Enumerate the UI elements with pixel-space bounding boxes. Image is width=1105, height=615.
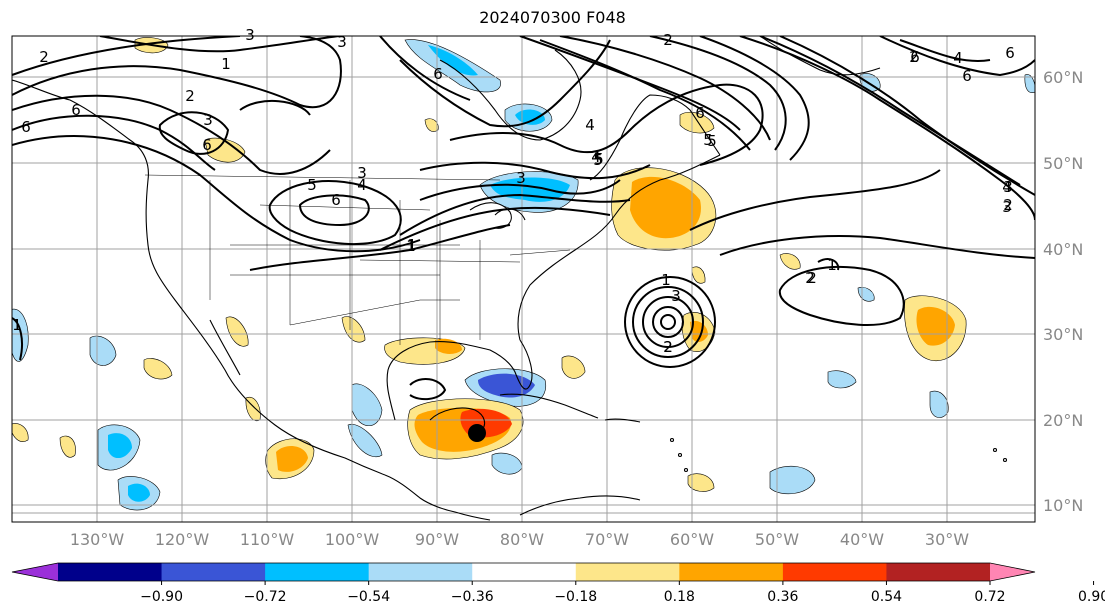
lon-label-40w: 40°W [840, 530, 884, 549]
colorbar-tick-label: −0.36 [451, 589, 494, 605]
lon-label-110w: 110°W [240, 530, 295, 549]
longitude-labels: 130°W 120°W 110°W 100°W 90°W 80°W 70°W 6… [70, 530, 969, 549]
colorbar-segment [161, 563, 266, 581]
contour-label: 3 [203, 111, 213, 129]
contour-label: 6 [433, 65, 443, 83]
contour-label: 2 [663, 31, 673, 49]
colorbar-tick-label: −0.18 [554, 589, 597, 605]
lat-label-10: 10°N [1043, 496, 1083, 515]
contour-label: 5 [707, 132, 717, 150]
colorbar-tick-label: −0.54 [347, 589, 390, 605]
lon-label-100w: 100°W [325, 530, 380, 549]
contour-label: 5 [307, 176, 317, 194]
contour-label: 5 [703, 131, 713, 149]
lat-label-20: 20°N [1043, 411, 1083, 430]
lon-label-60w: 60°W [670, 530, 714, 549]
anomaly-shading [12, 37, 1035, 511]
colorbar-tick-label: 0.54 [871, 589, 902, 605]
contour-label: 2 [39, 48, 49, 66]
contour-label: 2 [1003, 196, 1013, 214]
colorbar-segment [58, 563, 163, 581]
colorbar-under-arrow [12, 563, 58, 581]
lon-label-90w: 90°W [415, 530, 459, 549]
contour-label: 6 [21, 118, 31, 136]
colorbar-segment [472, 563, 577, 581]
contour-label: 2 [807, 269, 817, 287]
map-frame [11, 35, 1036, 523]
colorbar-tick-label: 0.72 [974, 589, 1005, 605]
lon-label-30w: 30°W [925, 530, 969, 549]
contour-label: 5 [593, 151, 603, 169]
colorbar-over-arrow [990, 563, 1035, 581]
contour-label: 4 [585, 116, 595, 134]
colorbar-segment [575, 563, 680, 581]
contour-label: 3 [245, 26, 255, 44]
contour-label: 2 [663, 338, 673, 356]
storm-center-marker [468, 424, 486, 442]
colorbar-tick-label: 0.90 [1078, 589, 1105, 605]
colorbar-tick-label: 0.36 [767, 589, 798, 605]
contour-lines [12, 36, 1035, 401]
lon-label-120w: 120°W [155, 530, 210, 549]
contour-label: 6 [71, 101, 81, 119]
colorbar: −0.90 −0.72 −0.54 −0.36 −0.18 0.18 0.36 0.54 0.7… [11, 562, 1105, 605]
colorbar-segment [886, 563, 991, 581]
lat-label-60: 60°N [1043, 68, 1083, 87]
state-borders [144, 174, 571, 345]
contour-label: 1 [407, 236, 417, 254]
lon-label-130w: 130°W [70, 530, 125, 549]
contour-label: 5 [594, 150, 604, 168]
contour-label: 2 [909, 48, 919, 66]
colorbar-tick-label: −0.72 [244, 589, 287, 605]
contour-label: 1 [12, 316, 22, 334]
lat-label-40: 40°N [1043, 240, 1083, 259]
map-title: 2024070300 F048 [479, 8, 626, 27]
contour-label: 4 [953, 49, 963, 67]
contour-label: 2 [805, 269, 815, 287]
contour-label: 3 [1002, 198, 1012, 216]
latitude-labels: 60°N 50°N 40°N 30°N 20°N 10°N [1043, 68, 1083, 515]
lat-label-50: 50°N [1043, 154, 1083, 173]
contour-label: 3 [1003, 178, 1013, 196]
colorbar-tick-label: 0.18 [664, 589, 695, 605]
coastlines [12, 36, 1008, 521]
contour-label: 1 [406, 237, 416, 255]
contour-label: 1 [827, 256, 837, 274]
contour-label: 2 [663, 338, 673, 356]
contour-label: 6 [202, 136, 212, 154]
colorbar-tick-label: −0.90 [140, 589, 183, 605]
colorbar-segment [782, 563, 887, 581]
contour-label: 4 [591, 148, 601, 166]
graticule [12, 36, 1035, 522]
contour-label: 3 [337, 33, 347, 51]
contour-label: 3 [516, 169, 526, 187]
contour-label: 6 [331, 191, 341, 209]
contour-label: 6 [1005, 44, 1015, 62]
contour-label: 6 [695, 104, 705, 122]
contour-label: 1 [221, 55, 231, 73]
colorbar-segment [679, 563, 784, 581]
colorbar-segment [265, 563, 370, 581]
contour-label: 4 [1002, 178, 1012, 196]
lon-label-70w: 70°W [585, 530, 629, 549]
contour-label: 6 [910, 48, 920, 66]
lat-label-30: 30°N [1043, 325, 1083, 344]
colorbar-outline [11, 562, 1036, 582]
lon-label-80w: 80°W [500, 530, 544, 549]
colorbar-segment [368, 563, 473, 581]
contour-label: 3 [357, 164, 367, 182]
contour-label: 3 [671, 287, 681, 305]
contour-label: 2 [185, 87, 195, 105]
lon-label-50w: 50°W [755, 530, 799, 549]
contour-label: 1 [661, 271, 671, 289]
contour-label: 6 [962, 67, 972, 85]
contour-label: 4 [357, 176, 367, 194]
